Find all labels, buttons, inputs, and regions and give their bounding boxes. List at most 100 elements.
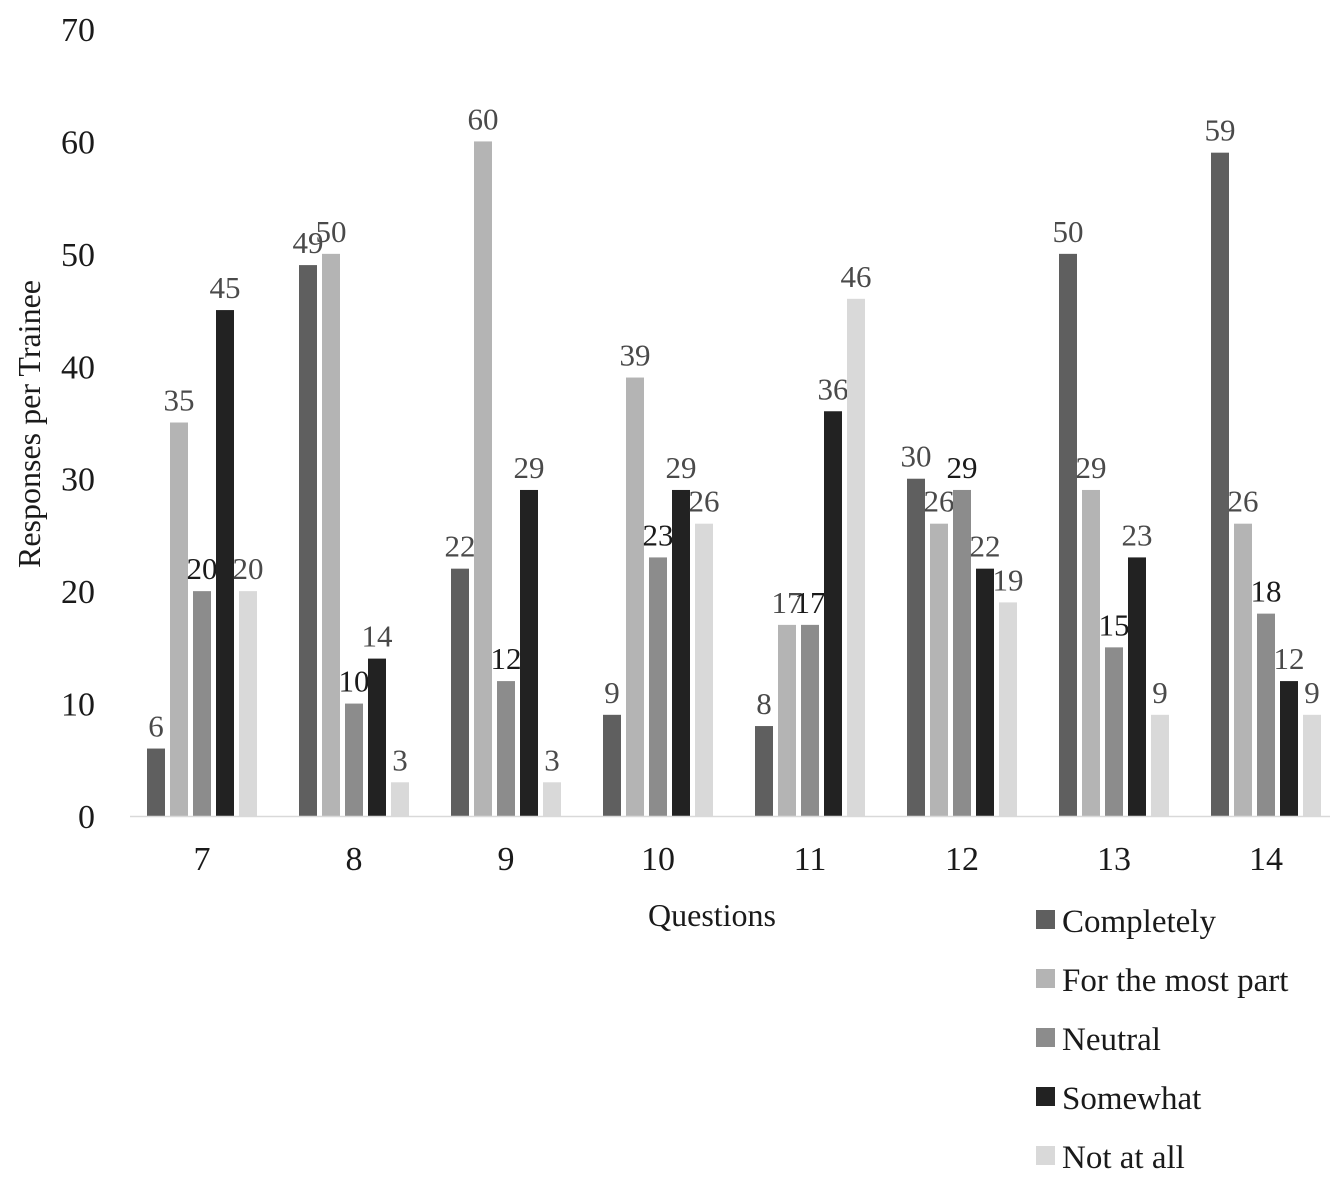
y-tick-label: 0 bbox=[78, 799, 95, 836]
bar-q11-not-at-all bbox=[847, 298, 865, 816]
data-label: 8 bbox=[756, 686, 772, 721]
x-tick-label: 14 bbox=[1249, 841, 1283, 878]
data-label: 26 bbox=[1228, 484, 1259, 519]
data-label: 35 bbox=[164, 383, 195, 418]
legend: Completely For the most part Neutral Somewh… bbox=[1036, 904, 1288, 1176]
data-label: 26 bbox=[689, 484, 720, 519]
bar-q10-not-at-all bbox=[695, 523, 713, 816]
bar-q11-neutral bbox=[801, 624, 819, 816]
data-label: 12 bbox=[1274, 641, 1305, 676]
bar-q12-not-at-all bbox=[999, 602, 1017, 816]
data-label: 22 bbox=[445, 529, 476, 564]
data-label: 10 bbox=[339, 664, 370, 699]
x-axis-title: Questions bbox=[648, 897, 776, 933]
data-label: 36 bbox=[818, 371, 849, 406]
y-axis-title: Responses per Trainee bbox=[11, 280, 47, 568]
data-label: 17 bbox=[795, 585, 826, 620]
legend-label: Not at all bbox=[1062, 1140, 1185, 1176]
data-label: 14 bbox=[362, 619, 394, 654]
bar-q12-completely bbox=[907, 478, 925, 816]
data-label: 29 bbox=[1076, 450, 1107, 485]
bar-q9-neutral bbox=[497, 681, 515, 816]
bar-q13-neutral bbox=[1105, 647, 1123, 816]
bar-q7-for-the-most-part bbox=[170, 422, 188, 816]
bar-q9-somewhat bbox=[520, 489, 538, 816]
bar-q13-completely bbox=[1059, 253, 1077, 816]
bar-q12-neutral bbox=[953, 489, 971, 816]
x-tick-label: 12 bbox=[945, 841, 979, 878]
data-label: 30 bbox=[901, 439, 932, 474]
data-label: 9 bbox=[604, 675, 620, 710]
y-axis-ticks: 0 10 20 30 40 50 60 70 bbox=[61, 12, 95, 836]
bar-q13-somewhat bbox=[1128, 557, 1146, 816]
y-tick-label: 10 bbox=[61, 687, 95, 724]
data-label: 29 bbox=[514, 450, 545, 485]
bar-q11-completely bbox=[755, 726, 773, 816]
legend-swatch bbox=[1036, 1028, 1055, 1047]
bar-q14-neutral bbox=[1257, 613, 1275, 816]
data-label: 19 bbox=[993, 562, 1024, 597]
bars: 6352045204950101432260122939392329268171… bbox=[147, 101, 1321, 817]
data-label: 9 bbox=[1304, 675, 1320, 710]
data-label: 17 bbox=[772, 585, 803, 620]
data-label: 59 bbox=[1205, 113, 1236, 148]
x-tick-label: 7 bbox=[194, 841, 211, 878]
bar-q14-somewhat bbox=[1280, 681, 1298, 816]
bar-q14-for-the-most-part bbox=[1234, 523, 1252, 816]
bar-q9-for-the-most-part bbox=[474, 141, 492, 816]
data-label: 12 bbox=[491, 641, 522, 676]
bar-q10-somewhat bbox=[672, 489, 690, 816]
data-label: 46 bbox=[841, 259, 872, 294]
data-label: 39 bbox=[620, 338, 651, 373]
bar-q7-neutral bbox=[193, 591, 211, 816]
bar-q12-somewhat bbox=[976, 568, 994, 816]
bar-q13-not-at-all bbox=[1151, 714, 1169, 816]
x-tick-label: 11 bbox=[794, 841, 827, 878]
legend-label: Neutral bbox=[1062, 1022, 1161, 1058]
data-label: 60 bbox=[468, 101, 499, 136]
data-label: 22 bbox=[970, 529, 1001, 564]
x-tick-label: 10 bbox=[641, 841, 675, 878]
data-label: 15 bbox=[1099, 607, 1130, 642]
y-tick-label: 60 bbox=[61, 124, 95, 161]
legend-swatch bbox=[1036, 1087, 1055, 1106]
y-tick-label: 70 bbox=[61, 12, 95, 49]
x-tick-label: 13 bbox=[1097, 841, 1131, 878]
legend-swatch bbox=[1036, 910, 1055, 929]
bar-q8-neutral bbox=[345, 703, 363, 816]
bar-q8-for-the-most-part bbox=[322, 253, 340, 816]
bar-q14-not-at-all bbox=[1303, 714, 1321, 816]
data-label: 29 bbox=[666, 450, 697, 485]
data-label: 49 bbox=[293, 225, 324, 260]
data-label: 20 bbox=[187, 551, 218, 586]
bar-q8-completely bbox=[299, 265, 317, 817]
bar-q10-completely bbox=[603, 714, 621, 816]
y-tick-label: 50 bbox=[61, 237, 95, 274]
bar-q12-for-the-most-part bbox=[930, 523, 948, 816]
data-label: 3 bbox=[392, 742, 408, 777]
legend-label: For the most part bbox=[1062, 963, 1288, 999]
data-label: 18 bbox=[1251, 574, 1282, 609]
x-axis-ticks: 7 8 9 10 11 12 13 14 bbox=[194, 841, 1284, 878]
bar-q7-completely bbox=[147, 748, 165, 816]
data-label: 23 bbox=[643, 517, 674, 552]
bar-q7-not-at-all bbox=[239, 591, 257, 816]
x-tick-label: 9 bbox=[498, 841, 515, 878]
data-label: 9 bbox=[1152, 675, 1168, 710]
data-label: 3 bbox=[544, 742, 560, 777]
data-label: 6 bbox=[148, 709, 164, 744]
data-label: 50 bbox=[1053, 214, 1084, 249]
y-tick-label: 20 bbox=[61, 574, 95, 611]
data-label: 26 bbox=[924, 484, 955, 519]
data-label: 29 bbox=[947, 450, 978, 485]
bar-q9-completely bbox=[451, 568, 469, 816]
data-label: 45 bbox=[210, 270, 241, 305]
bar-q7-somewhat bbox=[216, 310, 234, 816]
data-label: 20 bbox=[233, 551, 264, 586]
legend-label: Completely bbox=[1062, 904, 1216, 940]
x-tick-label: 8 bbox=[346, 841, 363, 878]
bar-q11-for-the-most-part bbox=[778, 624, 796, 816]
data-label: 23 bbox=[1122, 517, 1153, 552]
bar-q9-not-at-all bbox=[543, 782, 561, 816]
